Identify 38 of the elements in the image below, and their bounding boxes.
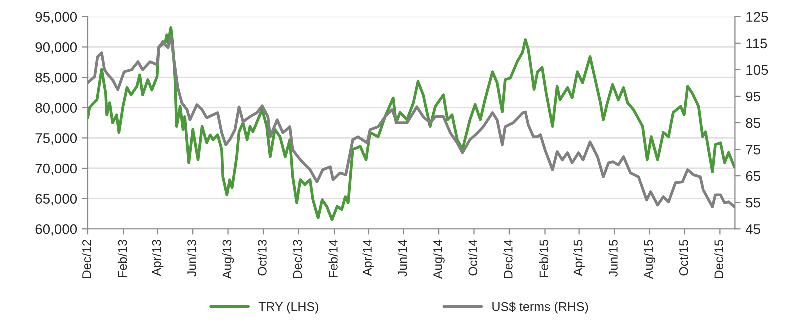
x-tick-label: Apr/14 xyxy=(362,240,374,276)
x-tick-label: Aug/15 xyxy=(644,240,656,280)
legend-label: TRY (LHS) xyxy=(258,302,318,314)
x-tick-label: Dec/14 xyxy=(504,240,513,278)
x-tick-label: Feb/13 xyxy=(118,240,128,278)
x-tick-label: Apr/15 xyxy=(573,240,586,276)
y-tick-label: 75,000 xyxy=(36,134,78,145)
y-tick-label: 60,000 xyxy=(36,224,78,236)
x-tick-label: Apr/13 xyxy=(152,240,164,276)
y-tick-label: 85,000 xyxy=(36,72,78,84)
y-tick-label: 80,000 xyxy=(36,103,78,115)
y2-tick-label: 95 xyxy=(746,92,760,102)
y2-tick-label: 115 xyxy=(746,38,768,49)
y2-tick-label: 85 xyxy=(746,118,760,128)
x-tick-label: Jun/15 xyxy=(608,240,618,277)
y-tick-label: 95,000 xyxy=(36,12,78,24)
y2-tick-label: 105 xyxy=(746,65,768,76)
x-tick-label: Jun/14 xyxy=(398,240,408,277)
x-tick-label: Oct/15 xyxy=(679,240,688,276)
y2-tick-label: 65 xyxy=(746,171,760,182)
x-tick-label: Dec/12 xyxy=(82,240,92,278)
x-tick-label: Dec/15 xyxy=(714,240,724,278)
x-tick-label: Aug/14 xyxy=(433,240,445,280)
y-tick-label: 90,000 xyxy=(36,42,78,54)
y2-tick-label: 75 xyxy=(746,145,760,155)
y2-tick-label: 125 xyxy=(746,12,768,22)
x-tick-label: Feb/14 xyxy=(328,240,338,278)
y-tick-label: 70,000 xyxy=(36,164,78,176)
x-tick-label: Aug/13 xyxy=(222,240,234,280)
x-tick-label: Oct/14 xyxy=(468,240,478,276)
x-tick-label: Dec/13 xyxy=(292,240,302,278)
y-tick-label: 65,000 xyxy=(36,194,78,206)
legend-label: US$ terms (RHS) xyxy=(492,302,588,314)
y2-tick-label: 45 xyxy=(746,224,760,234)
x-tick-label: Oct/13 xyxy=(258,240,267,276)
x-tick-label: Feb/15 xyxy=(539,240,549,278)
x-tick-label: Jun/13 xyxy=(187,240,196,277)
y2-tick-label: 55 xyxy=(746,198,760,208)
